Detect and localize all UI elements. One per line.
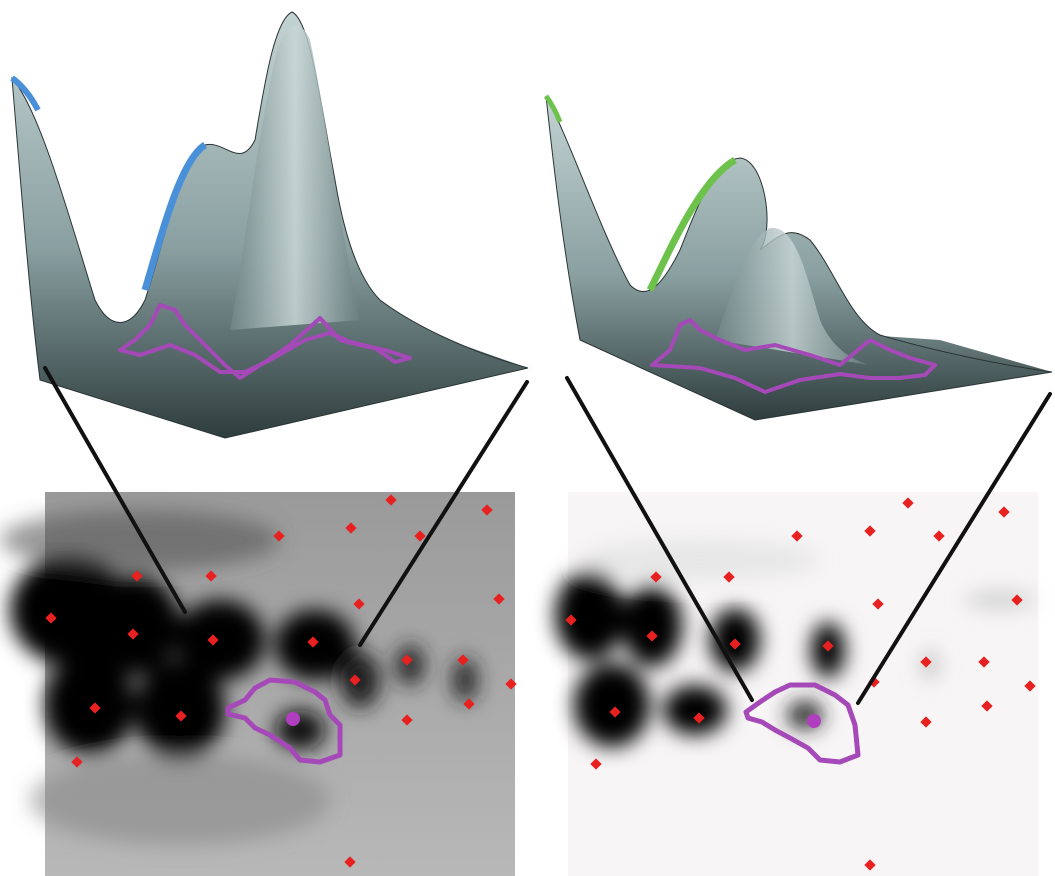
spot	[729, 638, 741, 650]
spot	[998, 506, 1010, 518]
spot	[401, 714, 413, 726]
surface-plot-right	[543, 94, 1053, 421]
spot	[207, 634, 219, 646]
connector-right-2	[856, 392, 1052, 705]
spot	[920, 656, 932, 668]
spot	[385, 494, 397, 506]
spot	[493, 593, 505, 605]
spot	[693, 712, 705, 724]
spot	[933, 530, 945, 542]
spot	[457, 654, 469, 666]
spot	[481, 504, 493, 516]
spot	[646, 630, 658, 642]
spot	[920, 716, 932, 728]
spot	[463, 698, 475, 710]
spot	[349, 674, 361, 686]
spot	[1024, 680, 1036, 692]
spot	[609, 706, 621, 718]
spot	[791, 530, 803, 542]
spot	[401, 654, 413, 666]
spot	[45, 612, 57, 624]
spot	[273, 530, 285, 542]
spot	[590, 758, 602, 770]
gel-blobs-right	[555, 540, 1035, 747]
spot	[650, 571, 662, 583]
connector-left-1	[43, 366, 187, 614]
spot	[345, 522, 357, 534]
surface-edge-highlight-left-2	[141, 142, 208, 292]
surface-outline-right	[650, 318, 937, 394]
spot	[131, 570, 143, 582]
spot	[565, 614, 577, 626]
spot	[307, 636, 319, 648]
surface-outline-left	[118, 303, 412, 380]
spot	[127, 628, 139, 640]
connector-left-2	[358, 380, 529, 647]
spot-selected	[807, 714, 821, 728]
gel-spots-left	[45, 494, 517, 868]
connector-lines	[43, 366, 1052, 705]
spot	[505, 678, 517, 690]
spot	[981, 700, 993, 712]
spot	[1011, 594, 1023, 606]
spot	[872, 598, 884, 610]
surface-peak-right	[715, 227, 870, 365]
gel-outline-right	[743, 682, 861, 765]
spot	[353, 598, 365, 610]
gel-image-left	[0, 492, 517, 876]
gel-outline-left	[225, 677, 343, 765]
surface-edge-highlight-right-2	[543, 94, 563, 123]
surface-peak-left	[230, 26, 360, 330]
surface-edge-highlight-left	[10, 75, 41, 112]
spot	[205, 570, 217, 582]
spot	[344, 856, 356, 868]
spot	[864, 525, 876, 537]
connector-right-1	[565, 376, 754, 702]
spot	[723, 571, 735, 583]
gel-blobs-left	[0, 510, 477, 845]
spot	[175, 710, 187, 722]
spot	[414, 530, 426, 542]
spot-selected	[286, 712, 300, 726]
spot	[978, 656, 990, 668]
spot	[902, 497, 914, 509]
surface-plot-left	[10, 11, 529, 439]
surface-edge-highlight-right	[646, 156, 737, 292]
spot	[822, 640, 834, 652]
spot	[864, 859, 876, 871]
gel-image-right	[555, 492, 1038, 876]
